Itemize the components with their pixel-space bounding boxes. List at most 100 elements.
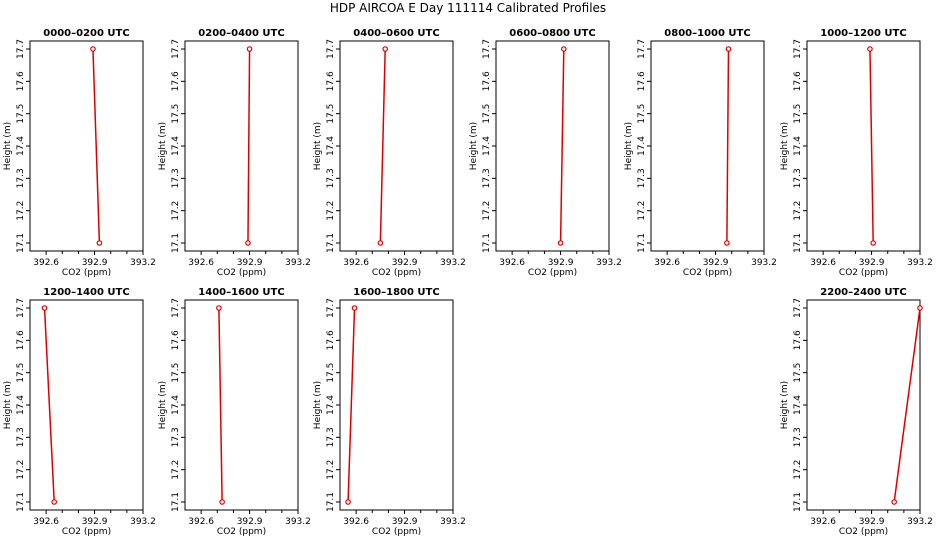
data-point	[867, 46, 873, 52]
panel-title: 1600–1800 UTC	[353, 287, 439, 298]
panel-title: 0800–1000 UTC	[664, 28, 750, 39]
y-tick-label: 17.3	[171, 427, 181, 447]
y-tick-label: 17.1	[793, 492, 803, 512]
x-axis-label: CO2 (ppm)	[372, 268, 421, 278]
x-tick-label: 393.2	[285, 258, 311, 268]
y-tick-label: 17.7	[637, 39, 647, 59]
y-tick-label: 17.1	[482, 233, 492, 253]
x-axis-label: CO2 (ppm)	[217, 527, 266, 537]
data-point	[724, 240, 730, 246]
profile-line	[218, 307, 223, 503]
data-point	[377, 240, 384, 246]
x-tick-label: 393.2	[440, 258, 466, 268]
y-tick-label: 17.4	[171, 136, 181, 156]
profile-panel: 0800–1000 UTC 392.6 392.9 393.2 17.1 17.2 17.3…	[624, 28, 777, 278]
x-tick-label: 392.6	[33, 517, 59, 527]
y-tick-label: 17.2	[171, 460, 181, 480]
panel-title: 1200–1400 UTC	[43, 287, 129, 298]
profile-line	[726, 48, 730, 244]
x-tick-label: 393.2	[130, 258, 156, 268]
x-tick-label: 393.2	[440, 517, 466, 527]
x-tick-label: 392.9	[392, 258, 418, 268]
data-point	[382, 46, 389, 52]
y-tick-label: 17.6	[793, 330, 803, 350]
y-tick-label: 17.4	[482, 136, 492, 156]
profile-line	[379, 48, 386, 244]
y-tick-label: 17.4	[326, 136, 336, 156]
y-tick-label: 17.6	[793, 71, 803, 91]
profile-panel: 1400–1600 UTC 392.6 392.9 393.2 17.1 17.2 17.3…	[158, 287, 311, 537]
y-tick-label: 17.7	[171, 298, 181, 318]
plot-frame	[29, 299, 144, 511]
y-axis-label: Height (m)	[780, 122, 790, 170]
data-point	[51, 499, 58, 505]
y-tick-label: 17.6	[637, 71, 647, 91]
y-tick-label: 17.5	[171, 104, 181, 124]
y-tick-label: 17.6	[326, 71, 336, 91]
x-axis-label: CO2 (ppm)	[62, 268, 111, 278]
data-point	[245, 240, 251, 246]
data-point	[246, 46, 253, 52]
y-tick-label: 17.5	[793, 104, 803, 124]
x-tick-label: 392.6	[810, 517, 836, 527]
x-tick-label: 392.9	[82, 258, 108, 268]
y-tick-label: 17.5	[637, 104, 647, 124]
y-axis-label: Height (m)	[469, 122, 479, 170]
panel-title: 0000–0200 UTC	[43, 28, 129, 39]
y-tick-label: 17.1	[171, 492, 181, 512]
y-tick-label: 17.7	[16, 39, 26, 59]
panel-title: 0400–0600 UTC	[353, 28, 439, 39]
x-tick-label: 392.6	[499, 258, 525, 268]
data-point	[96, 240, 103, 246]
data-point	[219, 499, 225, 505]
x-tick-label: 392.6	[654, 258, 680, 268]
x-axis-label: CO2 (ppm)	[217, 268, 266, 278]
plot-frame	[184, 299, 299, 511]
x-tick-label: 393.2	[907, 258, 933, 268]
x-tick-label: 392.9	[392, 517, 418, 527]
x-tick-label: 392.9	[237, 258, 263, 268]
y-tick-label: 17.2	[793, 460, 803, 480]
y-tick-label: 17.3	[326, 427, 336, 447]
y-tick-label: 17.3	[16, 427, 26, 447]
y-tick-label: 17.1	[16, 492, 26, 512]
profile-panel: 1000–1200 UTC 392.6 392.9 393.2 17.1 17.2 17.3…	[780, 28, 933, 278]
profile-line	[869, 48, 874, 244]
y-tick-label: 17.4	[793, 136, 803, 156]
data-point	[351, 305, 358, 311]
y-tick-label: 17.6	[171, 330, 181, 350]
x-tick-label: 392.9	[82, 517, 108, 527]
panel-title: 0200–0400 UTC	[198, 28, 284, 39]
x-tick-label: 392.6	[810, 258, 836, 268]
y-tick-label: 17.6	[326, 330, 336, 350]
x-tick-label: 392.9	[859, 258, 885, 268]
x-tick-label: 393.2	[285, 517, 311, 527]
x-tick-label: 393.2	[130, 517, 156, 527]
x-tick-label: 392.9	[237, 517, 263, 527]
y-tick-label: 17.3	[793, 427, 803, 447]
x-tick-label: 392.6	[188, 258, 214, 268]
y-tick-label: 17.1	[16, 233, 26, 253]
plot-frame	[339, 40, 454, 252]
profile-line	[247, 48, 251, 244]
y-axis-label: Height (m)	[158, 122, 168, 170]
y-tick-label: 17.3	[637, 168, 647, 188]
data-point	[917, 305, 923, 311]
x-tick-label: 393.2	[907, 517, 933, 527]
y-tick-label: 17.3	[482, 168, 492, 188]
data-point	[557, 240, 564, 246]
data-point	[891, 499, 897, 505]
y-tick-label: 17.3	[171, 168, 181, 188]
panel-title: 0600–0800 UTC	[509, 28, 595, 39]
y-tick-label: 17.2	[482, 201, 492, 221]
figure-title: HDP AIRCOA E Day 111114 Calibrated Profi…	[329, 1, 607, 15]
profile-line	[43, 307, 55, 503]
profile-panel: 0600–0800 UTC 392.6 392.9 393.2 17.1 17.2 17.3…	[469, 28, 622, 278]
plot-frame	[29, 40, 144, 252]
x-tick-label: 392.6	[33, 258, 59, 268]
y-tick-label: 17.2	[793, 201, 803, 221]
y-axis-label: Height (m)	[624, 122, 634, 170]
y-tick-label: 17.4	[637, 136, 647, 156]
data-point	[90, 46, 96, 52]
